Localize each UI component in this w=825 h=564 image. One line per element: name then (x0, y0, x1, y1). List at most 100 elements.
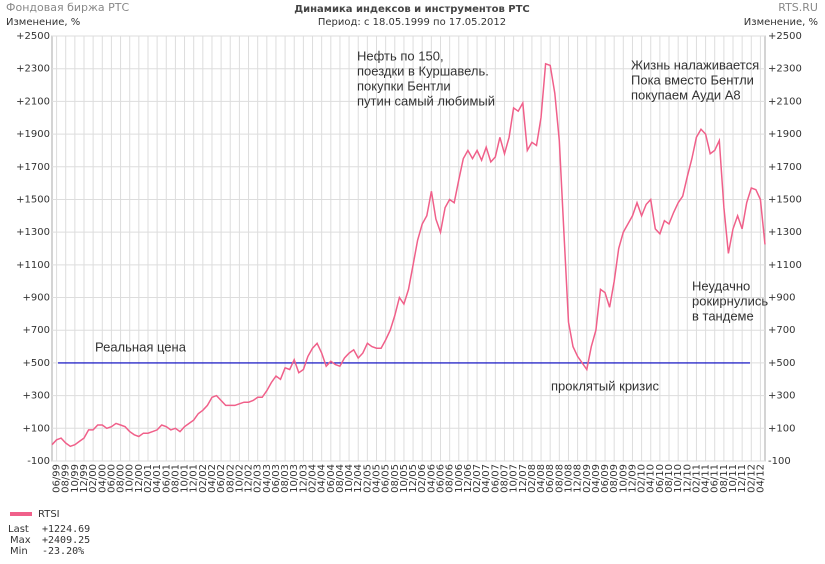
x-tick-label: 10/04 (344, 464, 355, 493)
x-tick-label: 08/99 (61, 464, 72, 493)
x-tick-label: 12/02 (244, 464, 255, 493)
x-tick-label: 12/09 (627, 464, 638, 493)
x-tick-label: 02/12 (746, 464, 757, 493)
y-tick-label: +2100 (16, 96, 50, 107)
x-tick-label: 10/10 (673, 464, 684, 493)
x-tick-label: 06/06 (435, 464, 446, 493)
x-tick-label: 04/00 (97, 464, 108, 493)
x-tick-label: 12/11 (737, 464, 748, 493)
y-tick-label: +300 (23, 391, 50, 402)
y-tick-label-right: +1300 (768, 227, 802, 238)
y-tick-label: +1100 (16, 260, 50, 271)
x-tick-label: 06/05 (381, 464, 392, 493)
unit-left: Изменение, % (6, 17, 80, 28)
x-tick-label: 06/07 (490, 464, 501, 493)
x-tick-label: 10/01 (180, 464, 191, 493)
x-tick-label: 12/00 (134, 464, 145, 493)
x-tick-label: 12/06 (463, 464, 474, 493)
x-tick-label: 02/10 (637, 464, 648, 493)
stat-value: -23.20% (42, 546, 84, 557)
y-tick-label: +2300 (16, 64, 50, 75)
x-tick-label: 04/08 (536, 464, 547, 493)
x-tick-label: 12/99 (79, 464, 90, 493)
annotation: проклятый кризис (551, 378, 660, 393)
x-tick-label: 08/04 (335, 464, 346, 493)
y-tick-label-right: +2500 (768, 31, 802, 42)
x-tick-label: 02/02 (198, 464, 209, 493)
x-tick-label: 04/07 (481, 464, 492, 493)
x-tick-label: 12/10 (682, 464, 693, 493)
annotation: Нефть по 150, (357, 48, 444, 63)
annotation: рокирнулись (692, 293, 768, 308)
x-tick-label: 02/09 (582, 464, 593, 493)
x-tick-label: 08/09 (609, 464, 620, 493)
y-tick-label-right: -100 (768, 456, 791, 467)
x-tick-label: 06/02 (216, 464, 227, 493)
x-tick-label: 08/11 (719, 464, 730, 493)
annotation: поездки в Куршавель. (357, 63, 489, 78)
x-tick-label: 08/01 (170, 464, 181, 493)
annotation: покупаем Ауди А8 (631, 87, 741, 102)
x-tick-label: 08/07 (499, 464, 510, 493)
annotation: Жизнь налаживается (631, 57, 759, 72)
x-tick-label: 12/03 (298, 464, 309, 493)
x-tick-label: 02/03 (253, 464, 264, 493)
x-tick-label: 10/05 (399, 464, 410, 493)
series-line (51, 62, 766, 448)
stat-label: Last (8, 524, 29, 535)
y-tick-label: +1300 (16, 227, 50, 238)
y-tick-label: +1700 (16, 162, 50, 173)
x-tick-label: 04/12 (755, 464, 766, 493)
annotation: в тандеме (692, 308, 754, 323)
y-tick-label: +700 (23, 325, 50, 336)
y-tick-label: +500 (23, 358, 50, 369)
y-tick-label: -100 (27, 456, 50, 467)
y-tick-label-right: +500 (768, 358, 795, 369)
reference-label: Реальная цена (95, 339, 187, 354)
stat-label: Min (10, 546, 28, 557)
y-tick-label-right: +100 (768, 423, 795, 434)
y-tick-label-right: +1700 (768, 162, 802, 173)
x-tick-label: 02/11 (691, 464, 702, 493)
x-tick-label: 08/02 (225, 464, 236, 493)
x-tick-label: 02/04 (308, 464, 319, 493)
x-tick-label: 06/10 (655, 464, 666, 493)
chart-title: Динамика индексов и инструментов РТС (294, 4, 530, 15)
x-tick-label: 10/11 (728, 464, 739, 493)
brand: RTS.RU (778, 1, 818, 14)
y-tick-label: +100 (23, 423, 50, 434)
chart-subtitle: Период: с 18.05.1999 по 17.05.2012 (318, 17, 506, 28)
x-tick-label: 10/07 (509, 464, 520, 493)
x-tick-label: 06/03 (271, 464, 282, 493)
x-tick-label: 04/11 (701, 464, 712, 493)
x-tick-label: 08/08 (554, 464, 565, 493)
x-tick-label: 04/09 (591, 464, 602, 493)
x-tick-label: 10/09 (618, 464, 629, 493)
x-tick-label: 02/05 (362, 464, 373, 493)
y-tick-label-right: +300 (768, 391, 795, 402)
y-tick-label-right: +900 (768, 293, 795, 304)
annotation: Неудачно (692, 278, 750, 293)
x-tick-label: 06/99 (52, 464, 63, 493)
y-tick-label-right: +1100 (768, 260, 802, 271)
legend-label: RTSI (38, 509, 60, 520)
x-tick-label: 10/06 (454, 464, 465, 493)
x-tick-label: 10/00 (125, 464, 136, 493)
site-name: Фондовая биржа РТС (6, 1, 129, 14)
x-tick-label: 08/05 (390, 464, 401, 493)
x-tick-label: 06/08 (545, 464, 556, 493)
y-tick-label: +1500 (16, 194, 50, 205)
x-tick-label: 06/04 (326, 464, 337, 493)
x-tick-label: 06/11 (710, 464, 721, 493)
y-tick-label-right: +700 (768, 325, 795, 336)
stat-value: +1224.69 (42, 524, 90, 535)
x-tick-label: 02/06 (417, 464, 428, 493)
y-tick-label-right: +1900 (768, 129, 802, 140)
x-tick-label: 10/03 (289, 464, 300, 493)
x-tick-label: 04/03 (262, 464, 273, 493)
y-tick-label: +900 (23, 293, 50, 304)
x-tick-label: 10/08 (563, 464, 574, 493)
annotation: путин самый любимый (357, 93, 495, 108)
x-tick-label: 04/02 (207, 464, 218, 493)
